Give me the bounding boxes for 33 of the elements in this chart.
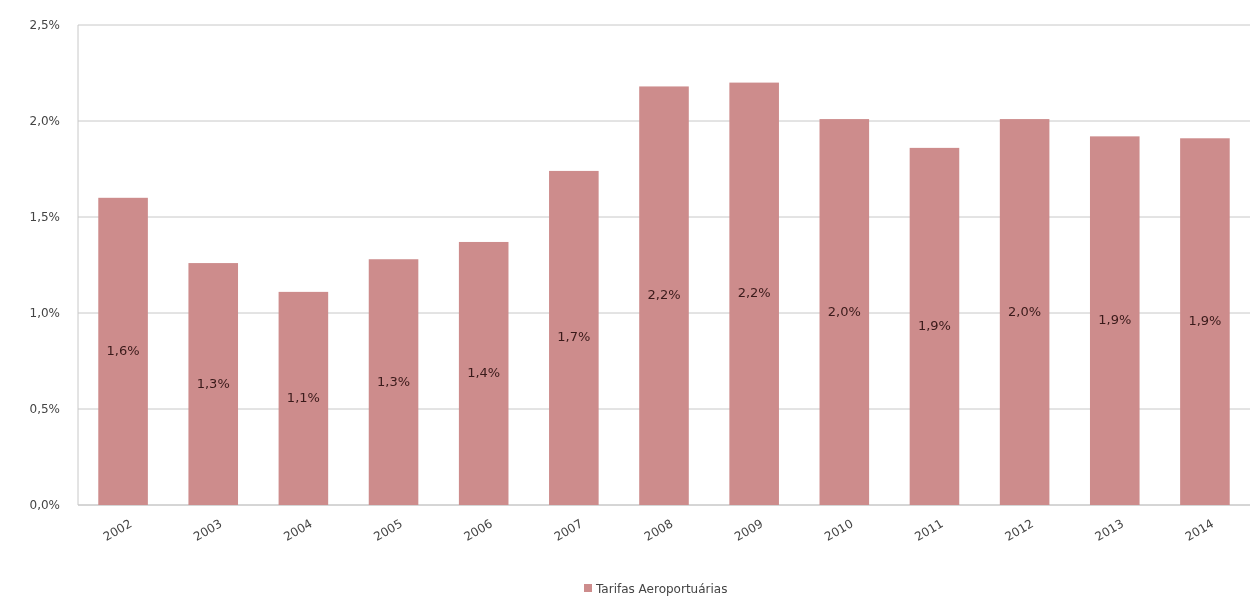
data-label: 1,9%: [1188, 313, 1222, 329]
bar: [458, 241, 509, 505]
y-tick-label: 0,0%: [29, 497, 60, 512]
data-label: 2,2%: [737, 285, 771, 301]
bar: [999, 119, 1050, 505]
data-label: 1,7%: [557, 329, 591, 345]
y-tick-label: 2,5%: [29, 17, 60, 32]
legend-label: Tarifas Aeroportuárias: [595, 581, 728, 596]
bar: [98, 197, 148, 505]
bar: [278, 291, 329, 505]
data-label: 1,4%: [467, 364, 501, 380]
y-tick-label: 2,0%: [29, 113, 60, 128]
bar: [639, 86, 689, 505]
data-label: 1,9%: [917, 317, 951, 333]
bar: [729, 82, 779, 505]
data-label: 1,1%: [286, 389, 320, 405]
data-label: 2,2%: [647, 287, 681, 303]
data-label: 1,3%: [196, 375, 230, 391]
bar: [1180, 138, 1230, 505]
bar: [368, 259, 419, 505]
bar: [909, 147, 960, 505]
data-label: 1,9%: [1098, 312, 1132, 328]
bar: [819, 119, 870, 505]
data-label: 2,0%: [827, 303, 861, 319]
data-label: 1,3%: [377, 373, 411, 389]
y-tick-label: 1,5%: [29, 209, 60, 224]
y-tick-label: 1,0%: [29, 305, 60, 320]
bar: [1089, 136, 1140, 505]
y-tick-label: 0,5%: [29, 401, 60, 416]
data-label: 1,6%: [106, 342, 140, 358]
bar: [188, 263, 239, 505]
bar: [549, 170, 599, 505]
data-label: 2,0%: [1008, 303, 1042, 319]
